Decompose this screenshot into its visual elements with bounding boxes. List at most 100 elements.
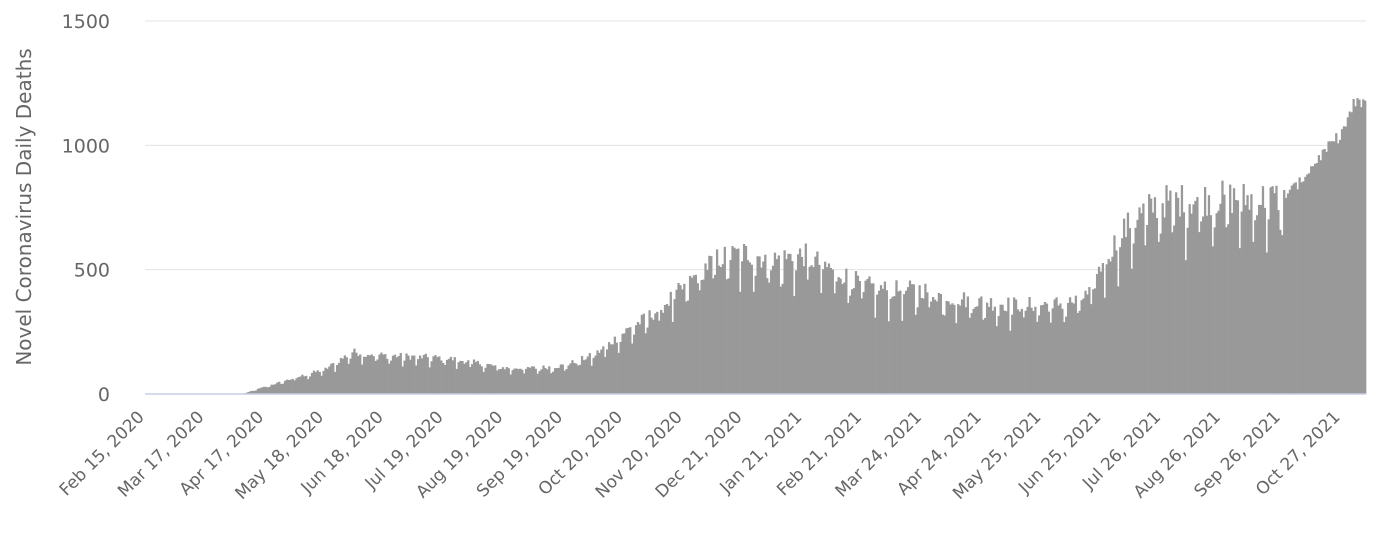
- bar: [1323, 148, 1326, 394]
- bar: [804, 243, 807, 394]
- bar: [488, 364, 491, 394]
- bar: [646, 327, 649, 394]
- bar: [702, 279, 705, 394]
- bar: [376, 359, 379, 394]
- bar: [1234, 199, 1238, 394]
- bar: [787, 253, 790, 394]
- bar: [1215, 213, 1218, 394]
- bar: [1221, 180, 1224, 394]
- bar: [388, 363, 391, 394]
- bar: [1190, 213, 1193, 394]
- bar: [1236, 200, 1240, 394]
- bar: [696, 283, 699, 394]
- bar: [266, 387, 269, 394]
- bar: [621, 333, 624, 394]
- bar: [389, 360, 393, 394]
- bar: [1115, 250, 1118, 394]
- bar: [1040, 305, 1043, 394]
- bar: [334, 371, 337, 394]
- bar: [1271, 186, 1274, 394]
- bar: [1074, 295, 1078, 394]
- bar: [1298, 177, 1301, 394]
- y-axis-label: Novel Coronavirus Daily Deaths: [12, 48, 36, 365]
- bar: [876, 294, 879, 394]
- bar: [661, 312, 665, 394]
- bar: [677, 283, 680, 394]
- bar: [1090, 304, 1093, 394]
- bar: [1360, 107, 1363, 394]
- bar: [1311, 166, 1315, 394]
- bar: [725, 279, 728, 394]
- bar: [598, 352, 601, 394]
- bar: [1007, 297, 1010, 394]
- bar: [658, 320, 661, 394]
- bar: [443, 364, 447, 394]
- bar: [1352, 98, 1355, 394]
- bar: [328, 366, 331, 394]
- bar: [852, 288, 856, 394]
- bar: [459, 360, 462, 394]
- bar: [472, 359, 476, 394]
- bar: [629, 327, 632, 394]
- bar: [675, 289, 678, 394]
- bar: [1076, 312, 1079, 394]
- bar: [420, 358, 424, 394]
- bar: [580, 356, 584, 394]
- bar: [798, 248, 802, 394]
- bar: [355, 352, 358, 394]
- bar: [1022, 317, 1025, 394]
- bar: [289, 379, 292, 394]
- bar: [906, 287, 910, 394]
- bar: [1153, 197, 1157, 394]
- bar: [258, 388, 262, 394]
- bar: [1248, 209, 1251, 394]
- bar: [947, 301, 950, 394]
- bar: [305, 375, 308, 394]
- bar: [631, 343, 634, 394]
- bar: [1065, 316, 1068, 394]
- bar: [835, 281, 838, 394]
- y-tick-label: 1000: [62, 135, 110, 157]
- bar: [698, 290, 701, 394]
- bar: [299, 376, 302, 394]
- bar: [611, 344, 615, 394]
- bar: [1169, 190, 1172, 394]
- bar: [600, 349, 603, 394]
- bar: [449, 356, 453, 394]
- bars: [243, 98, 1367, 395]
- bar: [642, 313, 645, 394]
- bar: [715, 249, 719, 394]
- bar: [924, 283, 927, 394]
- bar: [1350, 112, 1353, 395]
- bar: [1333, 141, 1336, 394]
- bar: [1001, 304, 1004, 394]
- bar: [1163, 217, 1166, 394]
- bar: [916, 307, 919, 394]
- bar: [750, 264, 753, 394]
- bar: [399, 352, 402, 394]
- bar: [426, 357, 429, 394]
- bar: [1207, 195, 1211, 394]
- bar: [1051, 308, 1054, 394]
- bar: [1005, 311, 1008, 394]
- bar: [428, 367, 431, 394]
- bar: [926, 292, 929, 394]
- bar: [802, 266, 806, 394]
- bar: [1082, 298, 1085, 394]
- bar: [1244, 205, 1247, 394]
- bar: [1188, 204, 1191, 394]
- bar: [550, 373, 553, 394]
- bar: [474, 362, 478, 394]
- bar: [1192, 204, 1195, 394]
- bar: [482, 371, 485, 394]
- bar: [582, 360, 586, 394]
- bar: [650, 317, 653, 394]
- bar: [640, 314, 644, 394]
- bar: [413, 355, 416, 394]
- bar: [775, 259, 779, 394]
- bar: [681, 289, 684, 394]
- bar: [939, 293, 942, 394]
- y-tick-label: 500: [74, 260, 110, 282]
- bar: [401, 366, 404, 394]
- bar: [515, 368, 518, 394]
